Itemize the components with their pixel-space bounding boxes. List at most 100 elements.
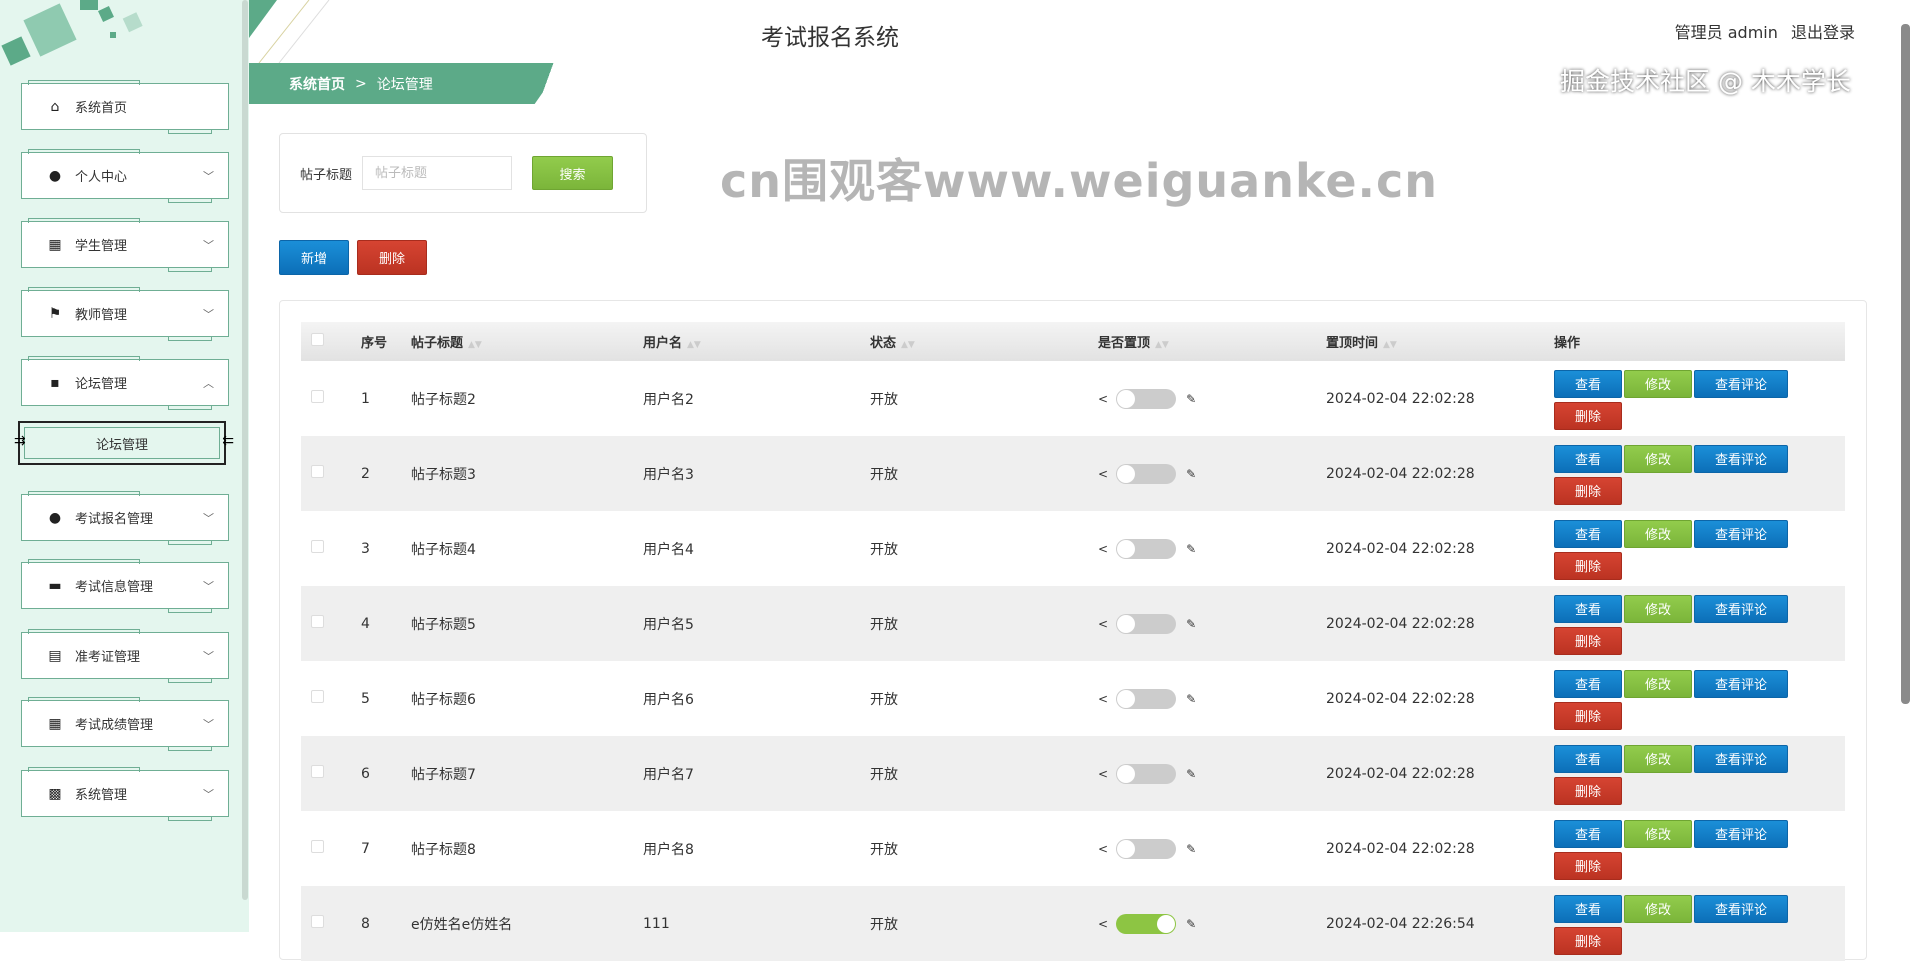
- edit-icon[interactable]: ✎: [1186, 541, 1197, 556]
- view-comments-button[interactable]: 查看评论: [1694, 669, 1788, 698]
- row-checkbox[interactable]: [311, 390, 324, 403]
- table-row: 3 帖子标题4 用户名4 开放 < ✎ 2024-02-04 22:02:28 查…: [301, 511, 1845, 586]
- edit-button[interactable]: 修改: [1624, 744, 1692, 773]
- row-delete-button[interactable]: 删除: [1554, 851, 1622, 880]
- submenu-item-forum[interactable]: ⇉ 论坛管理 ⇇: [14, 421, 234, 465]
- row-delete-button[interactable]: 删除: [1554, 926, 1622, 955]
- view-comments-button[interactable]: 查看评论: [1694, 594, 1788, 623]
- sidebar-item[interactable]: ⚑ 教师管理 ﹀: [21, 287, 229, 341]
- pin-toggle[interactable]: [1116, 688, 1177, 709]
- column-status[interactable]: 状态: [870, 336, 897, 351]
- view-button[interactable]: 查看: [1554, 669, 1622, 698]
- cell-pin-time: 2024-02-04 22:02:28: [1326, 390, 1475, 407]
- view-comments-button[interactable]: 查看评论: [1694, 369, 1788, 398]
- edit-icon[interactable]: ✎: [1186, 616, 1197, 631]
- pin-toggle[interactable]: [1116, 538, 1177, 559]
- pin-toggle[interactable]: [1116, 763, 1177, 784]
- pin-toggle[interactable]: [1116, 613, 1177, 634]
- row-checkbox[interactable]: [311, 615, 324, 628]
- sort-icon[interactable]: ▲▼: [1383, 340, 1397, 350]
- view-button[interactable]: 查看: [1554, 519, 1622, 548]
- pin-toggle[interactable]: [1116, 913, 1177, 934]
- edit-icon[interactable]: ✎: [1186, 841, 1197, 856]
- view-comments-button[interactable]: 查看评论: [1694, 444, 1788, 473]
- column-user[interactable]: 用户名: [643, 336, 683, 351]
- sidebar-item[interactable]: ● 个人中心 ﹀: [21, 149, 229, 203]
- edit-button[interactable]: 修改: [1624, 594, 1692, 623]
- sort-icon[interactable]: ▲▼: [1155, 340, 1169, 350]
- search-input[interactable]: [362, 156, 513, 190]
- scrollbar-thumb[interactable]: [1901, 24, 1910, 704]
- pin-toggle[interactable]: [1116, 388, 1177, 409]
- chevron-icon: ︿: [203, 376, 214, 390]
- select-all-checkbox[interactable]: [311, 333, 324, 346]
- row-delete-button[interactable]: 删除: [1554, 401, 1622, 430]
- column-pin-time[interactable]: 置顶时间: [1326, 336, 1379, 351]
- breadcrumb-home[interactable]: 系统首页: [289, 76, 345, 93]
- sidebar-scrollbar[interactable]: [242, 0, 248, 900]
- sidebar-item[interactable]: ⌂ 系统首页: [21, 80, 229, 134]
- search-button[interactable]: 搜索: [532, 156, 614, 190]
- view-button[interactable]: 查看: [1554, 594, 1622, 623]
- edit-button[interactable]: 修改: [1624, 519, 1692, 548]
- forum-table: 序号 帖子标题 ▲▼ 用户名 ▲▼ 状态 ▲▼ 是否置顶 ▲▼ 置顶时间 ▲▼ 操作 1 …: [301, 322, 1845, 961]
- edit-button[interactable]: 修改: [1624, 369, 1692, 398]
- row-checkbox[interactable]: [311, 765, 324, 778]
- sidebar-item[interactable]: ▩ 系统管理 ﹀: [21, 767, 229, 821]
- edit-button[interactable]: 修改: [1624, 444, 1692, 473]
- sort-icon[interactable]: ▲▼: [468, 340, 482, 350]
- sidebar-item[interactable]: ▤ 准考证管理 ﹀: [21, 629, 229, 683]
- row-checkbox[interactable]: [311, 540, 324, 553]
- page-scrollbar[interactable]: [1900, 0, 1912, 932]
- logout-link[interactable]: 退出登录: [1790, 23, 1855, 42]
- row-delete-button[interactable]: 删除: [1554, 776, 1622, 805]
- sidebar-item[interactable]: ▦ 学生管理 ﹀: [21, 218, 229, 272]
- view-comments-button[interactable]: 查看评论: [1694, 819, 1788, 848]
- sidebar-item[interactable]: ▦ 考试成绩管理 ﹀: [21, 697, 229, 751]
- edit-button[interactable]: 修改: [1624, 819, 1692, 848]
- view-button[interactable]: 查看: [1554, 369, 1622, 398]
- column-pinned[interactable]: 是否置顶: [1098, 336, 1151, 351]
- share-icon: <: [1098, 841, 1109, 856]
- view-button[interactable]: 查看: [1554, 819, 1622, 848]
- view-comments-button[interactable]: 查看评论: [1694, 744, 1788, 773]
- edit-icon[interactable]: ✎: [1186, 466, 1197, 481]
- view-button[interactable]: 查看: [1554, 744, 1622, 773]
- row-delete-button[interactable]: 删除: [1554, 701, 1622, 730]
- view-comments-button[interactable]: 查看评论: [1694, 519, 1788, 548]
- edit-icon[interactable]: ✎: [1186, 391, 1197, 406]
- sidebar-item[interactable]: ▬ 考试信息管理 ﹀: [21, 559, 229, 613]
- edit-icon[interactable]: ✎: [1186, 916, 1197, 931]
- sidebar-item[interactable]: ● 考试报名管理 ﹀: [21, 491, 229, 545]
- sidebar-item[interactable]: ▪ 论坛管理 ︿: [21, 356, 229, 410]
- briefcase-icon: ▬: [48, 577, 62, 594]
- cell-title: 帖子标题8: [411, 841, 476, 858]
- view-button[interactable]: 查看: [1554, 894, 1622, 923]
- row-delete-button[interactable]: 删除: [1554, 476, 1622, 505]
- row-checkbox[interactable]: [311, 690, 324, 703]
- delete-button[interactable]: 删除: [357, 240, 427, 275]
- column-title[interactable]: 帖子标题: [411, 336, 464, 351]
- comment-icon: ▪: [50, 374, 60, 391]
- view-button[interactable]: 查看: [1554, 444, 1622, 473]
- row-delete-button[interactable]: 删除: [1554, 551, 1622, 580]
- add-button[interactable]: 新增: [279, 240, 349, 275]
- edit-button[interactable]: 修改: [1624, 894, 1692, 923]
- sidebar-item-label: 论坛管理: [75, 377, 128, 392]
- pin-toggle[interactable]: [1116, 463, 1177, 484]
- row-checkbox[interactable]: [311, 915, 324, 928]
- sort-icon[interactable]: ▲▼: [687, 340, 701, 350]
- edit-button[interactable]: 修改: [1624, 669, 1692, 698]
- row-delete-button[interactable]: 删除: [1554, 626, 1622, 655]
- cell-status: 开放: [870, 391, 898, 408]
- view-comments-button[interactable]: 查看评论: [1694, 894, 1788, 923]
- row-checkbox[interactable]: [311, 465, 324, 478]
- pin-toggle[interactable]: [1116, 838, 1177, 859]
- edit-icon[interactable]: ✎: [1186, 691, 1197, 706]
- row-checkbox[interactable]: [311, 840, 324, 853]
- cell-no: 8: [361, 886, 411, 961]
- sort-icon[interactable]: ▲▼: [901, 340, 915, 350]
- header-decoration: [249, 0, 330, 63]
- cell-user: 用户名4: [643, 541, 694, 558]
- edit-icon[interactable]: ✎: [1186, 766, 1197, 781]
